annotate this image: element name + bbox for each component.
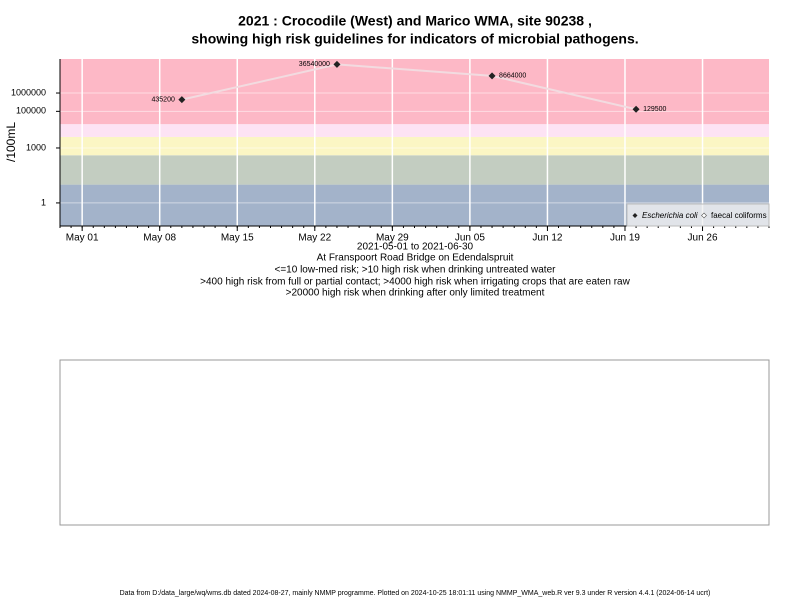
note: <=10 low-med risk; >10 high risk when dr…: [275, 265, 557, 276]
note: >20000 high risk when drinking after onl…: [286, 288, 545, 299]
legend-label: Escherichia coli: [642, 211, 698, 220]
x-tick-label: Jun 05: [455, 233, 485, 244]
data-point: [333, 60, 341, 68]
x-tick-label: May 08: [143, 233, 176, 244]
y-tick-label: 1000000: [11, 87, 46, 97]
data-label: 129500: [643, 106, 666, 113]
x-axis-label: 2021-05-01 to 2021-06-30: [357, 242, 474, 253]
y-tick-label: 1: [41, 197, 46, 207]
y-tick-label: 100000: [16, 106, 46, 116]
risk-band: [60, 124, 769, 137]
data-label: 8664000: [499, 73, 526, 80]
risk-band: [60, 155, 769, 185]
data-point: [178, 96, 186, 104]
risk-band: [60, 59, 769, 125]
y-tick-label: 1000: [26, 142, 46, 152]
footer: Data from D:/data_large/wq/wms.db dated …: [120, 590, 711, 597]
legend-box: [626, 203, 770, 227]
data-label: 435200: [152, 96, 175, 103]
x-tick-label: Jun 19: [610, 233, 640, 244]
note: At Franspoort Road Bridge on Edendalspru…: [317, 253, 514, 264]
data-label: 36540000: [299, 61, 330, 68]
x-tick-label: May 01: [66, 233, 99, 244]
x-tick-label: May 29: [376, 233, 409, 244]
x-tick-label: May 15: [221, 233, 254, 244]
data-point: [488, 72, 496, 80]
empty-panel: [59, 359, 770, 526]
x-tick-label: May 22: [298, 233, 331, 244]
legend-marker: [632, 213, 638, 218]
risk-band: [60, 136, 769, 156]
x-tick-label: Jun 26: [688, 233, 718, 244]
legend-label: faecal coliforms: [711, 211, 767, 220]
data-point: [632, 105, 640, 113]
note: >400 high risk from full or partial cont…: [200, 277, 630, 288]
legend-marker: [701, 212, 707, 219]
chart-title: 2021 : Crocodile (West) and Marico WMA, …: [238, 13, 592, 29]
y-axis-label: /100mL: [4, 122, 18, 162]
series-line: [181, 63, 637, 111]
x-tick-label: Jun 12: [532, 233, 562, 244]
chart-title: showing high risk guidelines for indicat…: [191, 31, 638, 47]
